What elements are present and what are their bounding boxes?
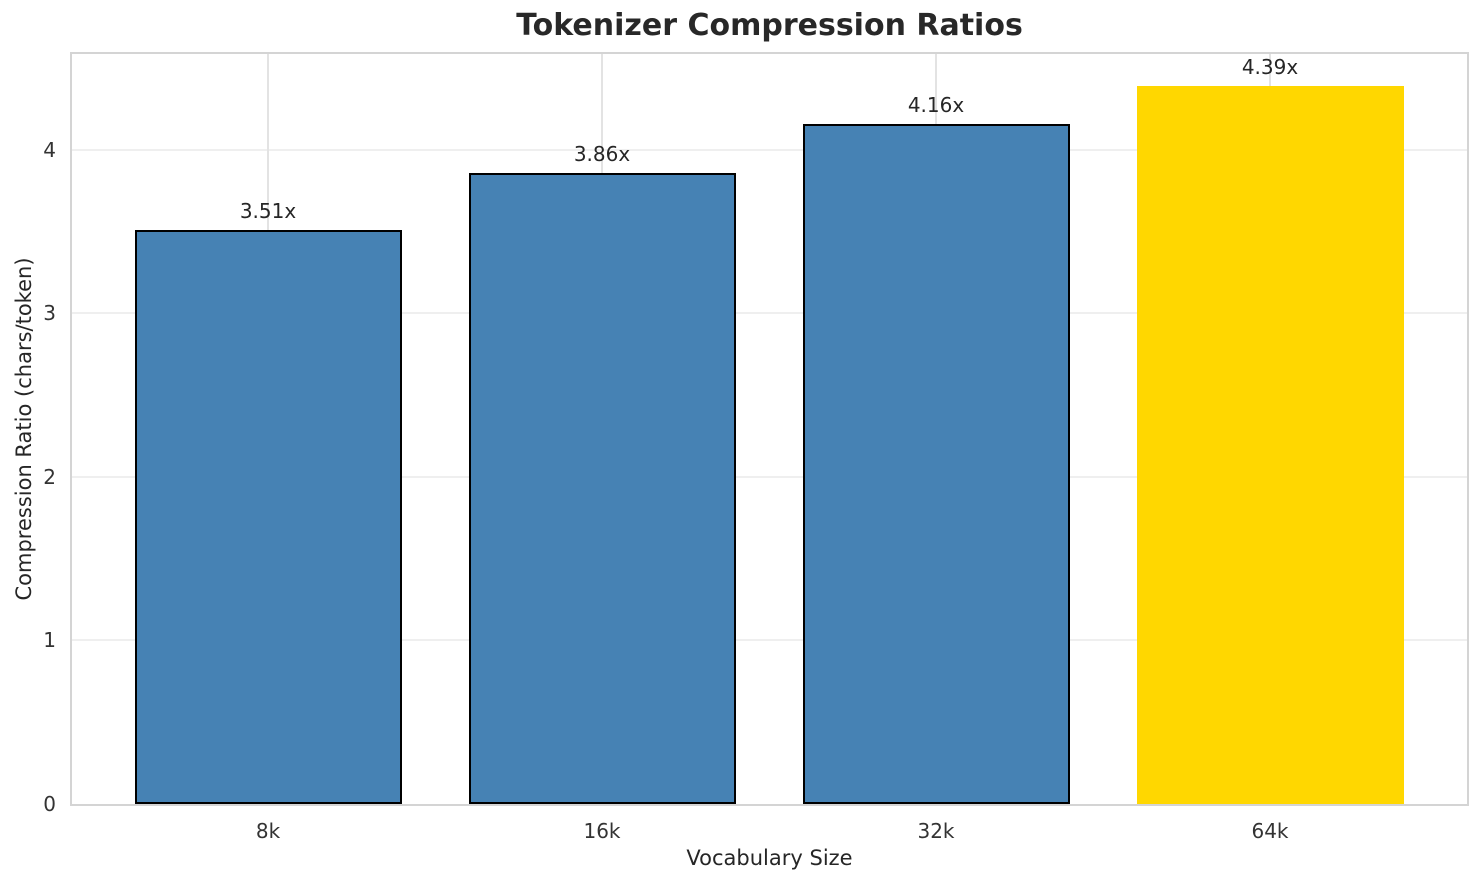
y-gridline (72, 639, 1467, 642)
bar-value-label: 4.39x (1241, 54, 1299, 79)
x-tick-label: 64k (1251, 819, 1289, 843)
bar-value-label: 3.86x (573, 141, 631, 166)
x-axis-label: Vocabulary Size (686, 846, 853, 870)
bar-16k (468, 172, 736, 804)
bar-value-label: 3.51x (239, 198, 297, 223)
bar-32k (802, 123, 1070, 804)
y-tick-label: 4 (43, 137, 56, 162)
y-gridline (72, 475, 1467, 478)
plot-area (70, 52, 1469, 806)
x-tick-label: 32k (917, 819, 955, 843)
bar-8k (134, 229, 402, 804)
chart-title: Tokenizer Compression Ratios (516, 8, 1023, 43)
y-gridline (72, 312, 1467, 315)
y-tick-label: 0 (43, 792, 56, 816)
y-tick-label: 3 (43, 301, 56, 326)
bar-value-label: 4.16x (907, 92, 965, 117)
bar-64k (1136, 85, 1404, 804)
x-tick-label: 8k (255, 819, 281, 843)
y-gridline (72, 148, 1467, 151)
x-tick-label: 16k (583, 819, 621, 843)
y-tick-label: 1 (43, 628, 56, 653)
y-tick-label: 2 (43, 464, 56, 489)
